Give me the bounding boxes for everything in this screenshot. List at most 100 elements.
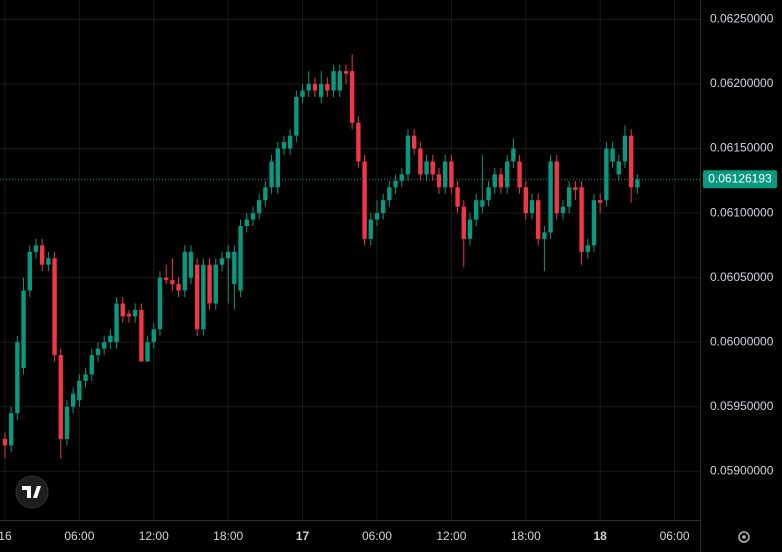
plot	[0, 54, 700, 459]
y-tick-label: 0.06100000	[710, 205, 774, 219]
candle-body	[39, 245, 45, 265]
candle-body	[573, 187, 578, 190]
candle-body	[312, 84, 318, 91]
candle-body	[132, 309, 138, 317]
x-tick-label: 06:00	[362, 529, 392, 543]
candle-body	[213, 264, 218, 304]
candle-body	[461, 206, 466, 239]
axes: 0.05900000 0.05950000 0.06000000 0.06050000…	[0, 12, 777, 543]
candle-body	[139, 309, 144, 362]
candle-body	[492, 174, 497, 188]
candle-body	[176, 284, 181, 291]
candle-body	[52, 258, 57, 356]
x-tick-label: 18	[593, 529, 607, 543]
settings-button[interactable]	[738, 531, 750, 543]
candle-body	[114, 303, 119, 343]
candle-body	[170, 280, 175, 285]
candle-body	[442, 161, 448, 188]
candle-body	[449, 161, 454, 188]
logo-mark	[22, 486, 41, 498]
candle-body	[27, 251, 32, 291]
candle-body	[610, 148, 615, 162]
candle-body	[244, 219, 249, 227]
candle-body	[635, 179, 640, 188]
candle-body	[517, 161, 522, 188]
candle-body	[473, 200, 479, 220]
candle-body	[597, 200, 603, 203]
last-price-tag	[703, 170, 777, 189]
y-tick-label: 0.06000000	[710, 334, 774, 348]
logo[interactable]	[15, 475, 49, 509]
candle-body	[554, 161, 559, 214]
candle-body	[430, 161, 435, 175]
candle-body	[622, 135, 628, 162]
candle-body	[467, 219, 473, 239]
candle-body	[604, 148, 609, 201]
candle-body	[287, 135, 293, 149]
candle-body	[523, 187, 528, 214]
candle-body	[238, 226, 243, 291]
y-tick-label: 0.06050000	[710, 270, 774, 284]
candle-body	[21, 290, 26, 368]
candle-body	[405, 135, 411, 175]
candle-body	[511, 148, 516, 162]
candle-body	[393, 180, 398, 188]
candle-body	[436, 174, 442, 188]
candle-body	[343, 71, 349, 74]
candle-body	[480, 200, 485, 207]
candle-body	[325, 84, 330, 91]
candle-body	[101, 342, 107, 349]
candle-body	[368, 219, 373, 239]
logo-circle[interactable]	[15, 475, 49, 509]
candle-body	[70, 393, 76, 407]
candle-body	[281, 142, 287, 149]
candle-body	[486, 187, 491, 201]
settings-icon-center	[742, 535, 746, 539]
candle-body	[529, 200, 535, 214]
candle-body	[33, 245, 39, 252]
candle-body	[387, 187, 392, 201]
y-tick-label: 0.05950000	[710, 399, 774, 413]
candle-body	[201, 264, 206, 330]
candle-body	[269, 161, 274, 188]
x-tick-label: 06:00	[660, 529, 690, 543]
x-tick-label: 06:00	[64, 529, 94, 543]
candle-body	[356, 122, 361, 162]
settings-icon[interactable]	[738, 531, 750, 543]
y-tick-label: 0.05900000	[710, 463, 774, 477]
candle-body	[46, 258, 51, 265]
candle-body	[219, 258, 225, 265]
candle-body	[145, 342, 150, 362]
x-tick-label: 18:00	[511, 529, 541, 543]
candle-body	[83, 374, 88, 381]
candle-body	[151, 329, 156, 343]
candle-body	[306, 84, 311, 91]
candle-body	[374, 213, 380, 220]
candle-body	[455, 187, 460, 207]
candle-body	[58, 355, 63, 439]
candle-body	[120, 303, 125, 317]
x-tick-label: 17	[296, 529, 310, 543]
candle-body	[331, 71, 336, 91]
candle-body	[548, 161, 553, 233]
y-tick-label: 0.06200000	[710, 76, 774, 90]
candle-body	[225, 251, 231, 259]
candle-body	[163, 277, 169, 281]
candle-body	[380, 200, 386, 214]
candle-body	[256, 200, 262, 214]
candle-body	[616, 161, 621, 175]
candle-body	[399, 174, 404, 181]
candle-body	[318, 84, 324, 97]
candle-body	[535, 200, 541, 239]
candle-body	[337, 71, 342, 91]
x-tick-label: 12:00	[436, 529, 466, 543]
candle-body	[108, 335, 113, 343]
candle-body	[207, 264, 212, 304]
candle-body	[504, 161, 510, 188]
candle-body	[628, 135, 634, 188]
candle-body	[157, 277, 163, 330]
candle-body	[232, 251, 237, 285]
